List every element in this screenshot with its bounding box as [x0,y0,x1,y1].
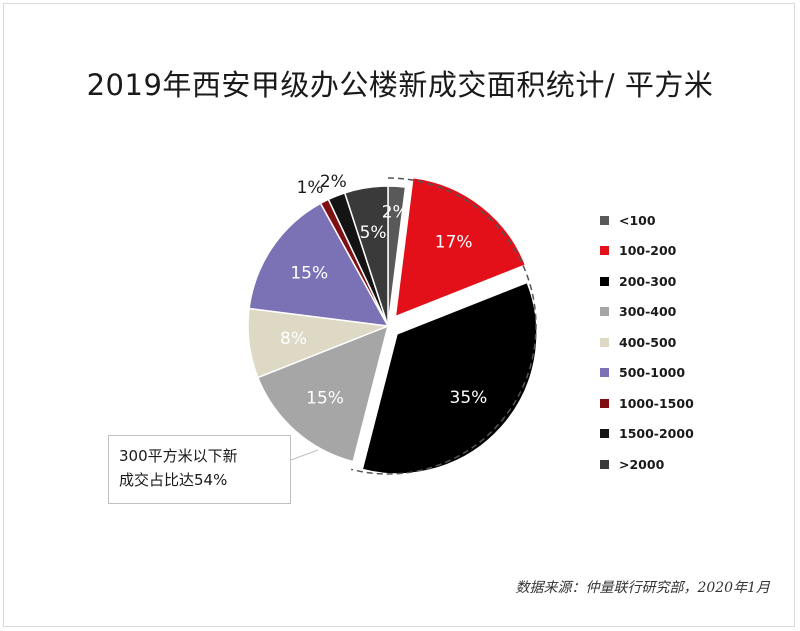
legend-swatch [600,307,609,317]
legend-item-300-400: 300-400 [600,297,694,328]
legend-label: 400-500 [619,334,677,350]
pie-label-1500-2000: 2% [320,172,347,192]
legend-item-1000-1500: 1000-1500 [600,388,694,419]
legend-item->2000: >2000 [600,449,694,480]
pie-label-200-300: 35% [450,388,488,408]
pie-label-500-1000: 15% [290,263,328,283]
source-note: 数据来源：仲量联行研究部，2020年1月 [515,580,770,596]
chart-title: 2019年西安甲级办公楼新成交面积统计/ 平方米 [86,68,714,102]
legend-label: 200-300 [619,273,677,289]
callout-leader-line [290,449,319,461]
legend-label: 300-400 [619,304,677,320]
legend-label: 1000-1500 [619,395,694,411]
pie-slice-300-400 [256,324,390,463]
legend-label: 1500-2000 [619,426,694,442]
legend-label: 500-1000 [619,365,686,381]
pie-label-400-500: 8% [280,329,307,349]
legend-swatch [600,368,609,378]
pie-label-300-400: 15% [306,388,344,408]
annotation-callout: 300平方米以下新 成交占比达54% [108,435,291,504]
legend-item-<100: <100 [600,205,694,236]
legend-item-100-200: 100-200 [600,236,694,267]
annotation-line-2: 成交占比达54% [119,471,228,489]
legend-swatch [600,246,609,256]
highlight-dashed-outline [351,177,537,475]
legend-label: >2000 [619,456,665,472]
pie-slice-100-200 [394,176,527,318]
pie-slice->2000 [343,185,389,327]
legend-item-1500-2000: 1500-2000 [600,419,694,450]
legend-swatch [600,398,609,408]
pie-label->2000: 5% [360,223,387,243]
legend-label: <100 [619,212,656,228]
pie-labels: 2%17%35%15%8%15%1%2%5% [280,172,487,409]
pie-slices [247,176,538,475]
pie-slice-500-1000 [248,202,390,327]
pie-label-1000-1500: 1% [297,178,324,198]
legend-swatch [600,337,609,347]
legend: <100 100-200 200-300 300-400 400-500 500-1000… [600,205,694,480]
legend-label: 100-200 [619,243,677,259]
pie-label-<100: 2% [382,202,409,222]
annotation-line-1: 300平方米以下新 [119,447,238,465]
legend-item-400-500: 400-500 [600,327,694,358]
legend-swatch [600,276,609,286]
legend-swatch [600,215,609,225]
legend-swatch [600,459,609,469]
pie-label-100-200: 17% [435,232,473,252]
legend-item-200-300: 200-300 [600,266,694,297]
legend-item-500-1000: 500-1000 [600,358,694,389]
legend-swatch [600,429,609,439]
